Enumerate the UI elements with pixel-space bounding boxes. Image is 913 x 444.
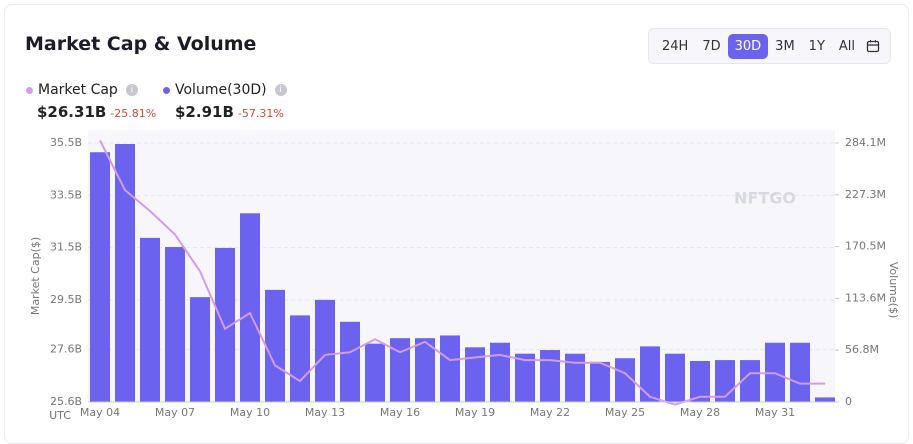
x-tick-label: May 07: [155, 406, 195, 419]
calendar-icon[interactable]: [866, 39, 880, 53]
y2-tick-label: 227.3M: [845, 188, 886, 201]
range-button[interactable]: 1Y: [808, 38, 825, 54]
bar: [665, 353, 685, 402]
bar: [265, 289, 285, 402]
x-tick-label: May 04: [80, 406, 120, 419]
x-tick-label: May 16: [380, 406, 420, 419]
x-tick-label: May 10: [230, 406, 270, 419]
range-button[interactable]: 30D: [727, 33, 769, 59]
y-tick-label: 31.5B: [50, 241, 82, 254]
bar: [790, 342, 810, 402]
bar: [290, 315, 310, 402]
x-tick-label: May 25: [605, 406, 645, 419]
bar: [640, 346, 660, 402]
bar: [90, 152, 110, 402]
title: Market Cap & Volume: [25, 33, 257, 55]
bar: [365, 343, 385, 402]
y2-tick-label: 284.1M: [845, 136, 886, 149]
plot-bg: [88, 130, 835, 402]
y-tick-label: 27.6B: [50, 343, 82, 356]
range-button[interactable]: 3M: [775, 38, 795, 54]
y-tick-label: 29.5B: [50, 293, 82, 306]
bar: [515, 353, 535, 402]
bar: [240, 213, 260, 402]
bar: [540, 350, 560, 402]
y-tick-label: 35.5B: [50, 136, 82, 149]
x-tick-label: May 19: [455, 406, 495, 419]
x-tick-label: May 28: [680, 406, 720, 419]
legend-dot: [163, 86, 170, 94]
x-tick-label: May 13: [305, 406, 345, 419]
bar: [690, 360, 710, 402]
bar: [215, 247, 235, 402]
range-button[interactable]: 7D: [702, 38, 721, 54]
legend-name: Volume(30D): [175, 82, 267, 98]
legend-value: $26.31B -25.81%: [37, 103, 156, 121]
bar: [140, 237, 160, 402]
y-tick-label: 25.6B: [50, 395, 82, 408]
range-button[interactable]: 24H: [662, 38, 689, 54]
y2-tick-label: 113.6M: [845, 291, 886, 304]
bar: [490, 342, 510, 402]
info-icon[interactable]: i: [274, 84, 287, 96]
range-button[interactable]: All: [838, 38, 856, 54]
bar: [740, 360, 760, 402]
y2-tick-label: 170.5M: [845, 240, 886, 253]
bar: [115, 144, 135, 403]
chart: NFTGO UTC Market Cap($) Volume($) 25.6B 2…: [29, 130, 900, 422]
y-tick-label: 33.5B: [50, 188, 82, 201]
watermark: NFTGO: [734, 189, 796, 208]
info-icon[interactable]: i: [125, 84, 138, 96]
y2-tick-label: 56.8M: [845, 343, 879, 356]
y-axis-title: Market Cap($): [29, 237, 42, 315]
bar: [815, 397, 835, 402]
bar: [615, 358, 635, 402]
change: -57.31%: [237, 107, 284, 120]
bar: [565, 353, 585, 402]
value: $2.91B: [175, 103, 234, 121]
change: -25.81%: [110, 107, 157, 120]
bar: [440, 335, 460, 402]
bar: [415, 338, 435, 402]
legend-item: Volume(30D) i: [163, 82, 287, 98]
range-selector: 24H 7D 30D 3M 1Y All: [648, 28, 892, 64]
legend-name: Market Cap: [38, 82, 118, 98]
legend-item: Market Cap i: [26, 82, 138, 98]
line: [99, 139, 825, 406]
y2-tick-label: 0: [845, 395, 852, 408]
bar: [590, 361, 610, 402]
bar: [340, 321, 360, 402]
x-tick-label: May 31: [755, 406, 795, 419]
bar: [190, 297, 210, 402]
y2-axis-title: Volume($): [887, 262, 900, 319]
legend-value: $2.91B -57.31%: [175, 103, 284, 121]
bar: [465, 347, 485, 402]
value: $26.31B: [37, 103, 107, 121]
x-tick-label: May 22: [530, 406, 570, 419]
bar: [315, 299, 335, 402]
x-axis-label: UTC: [49, 409, 71, 422]
bar: [165, 247, 185, 402]
bar: [390, 338, 410, 402]
legend-dot: [26, 86, 33, 94]
